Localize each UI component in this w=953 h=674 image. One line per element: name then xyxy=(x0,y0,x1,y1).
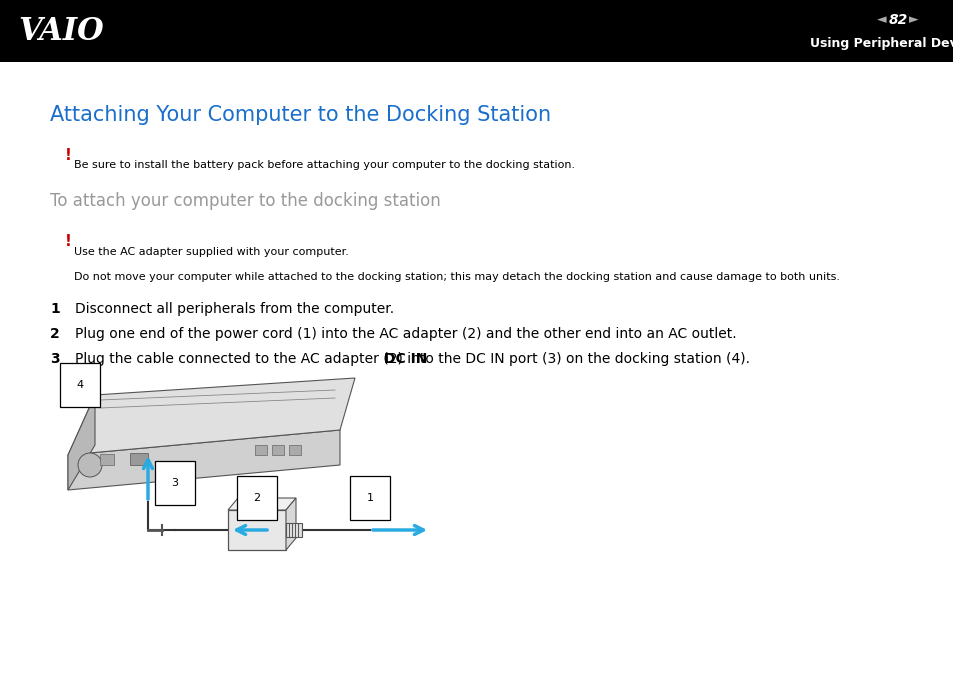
Text: 82: 82 xyxy=(887,13,906,27)
Text: Attaching Your Computer to the Docking Station: Attaching Your Computer to the Docking S… xyxy=(50,105,551,125)
Bar xyxy=(0,0,953,62)
Text: Use the AC adapter supplied with your computer.: Use the AC adapter supplied with your co… xyxy=(74,247,349,257)
Polygon shape xyxy=(68,378,355,455)
Bar xyxy=(289,445,301,455)
Bar xyxy=(130,453,148,465)
Text: VAIO: VAIO xyxy=(18,16,104,47)
Text: 1: 1 xyxy=(366,493,374,503)
Text: ◄: ◄ xyxy=(876,13,886,26)
Text: 2: 2 xyxy=(253,493,260,503)
Text: Be sure to install the battery pack before attaching your computer to the dockin: Be sure to install the battery pack befo… xyxy=(74,160,575,170)
Text: 3: 3 xyxy=(172,478,178,488)
Text: ►: ► xyxy=(908,13,918,26)
Polygon shape xyxy=(68,430,339,490)
Text: Using Peripheral Devices: Using Peripheral Devices xyxy=(810,38,953,51)
Text: 3: 3 xyxy=(50,352,59,366)
Circle shape xyxy=(78,453,102,477)
Bar xyxy=(286,523,302,537)
Text: Plug one end of the power cord (1) into the AC adapter (2) and the other end int: Plug one end of the power cord (1) into … xyxy=(75,327,736,341)
Polygon shape xyxy=(68,395,95,490)
Text: DC IN: DC IN xyxy=(384,352,427,366)
Text: !: ! xyxy=(65,234,71,249)
Polygon shape xyxy=(286,498,295,550)
Text: 1: 1 xyxy=(50,302,60,316)
Polygon shape xyxy=(228,498,295,510)
Text: To attach your computer to the docking station: To attach your computer to the docking s… xyxy=(50,192,440,210)
Bar xyxy=(228,510,286,550)
Text: Disconnect all peripherals from the computer.: Disconnect all peripherals from the comp… xyxy=(75,302,394,316)
Bar xyxy=(272,445,284,455)
Text: Plug the cable connected to the AC adapter (2) into the DC IN port (3) on the do: Plug the cable connected to the AC adapt… xyxy=(75,352,749,366)
Bar xyxy=(254,445,267,455)
Text: Do not move your computer while attached to the docking station; this may detach: Do not move your computer while attached… xyxy=(74,272,840,282)
Text: !: ! xyxy=(65,148,71,163)
Text: 2: 2 xyxy=(50,327,60,341)
Bar xyxy=(100,454,113,465)
Text: 4: 4 xyxy=(76,380,84,390)
